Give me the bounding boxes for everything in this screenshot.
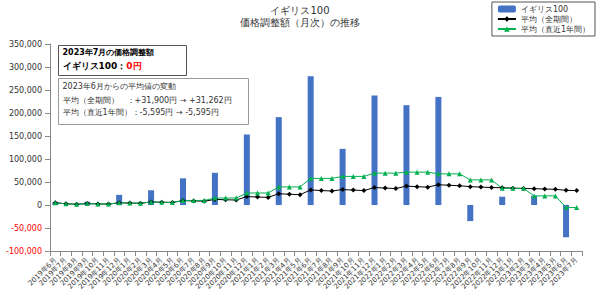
svg-text:2022年8月: 2022年8月 [431,256,463,288]
svg-text:2022年5月: 2022年5月 [399,256,431,288]
svg-text:2022年9月: 2022年9月 [441,256,474,288]
svg-text:2021年8月: 2021年8月 [303,256,335,288]
svg-text:2022年6月: 2022年6月 [409,256,442,288]
svg-text:2021年12月: 2021年12月 [342,256,378,291]
svg-text:2023年3月: 2023年3月 [505,256,537,288]
svg-text:2020年7月: 2020年7月 [165,256,197,288]
svg-text:2020年6月: 2020年6月 [154,256,186,288]
svg-text:2020年4月: 2020年4月 [133,256,165,288]
svg-text:2022年7月: 2022年7月 [420,256,452,288]
svg-text:-50,000: -50,000 [11,224,42,233]
svg-text:2020年3月: 2020年3月 [122,256,154,288]
svg-text:50,000: 50,000 [14,178,42,187]
svg-text:2019年9月: 2019年9月 [58,256,91,288]
svg-text:2022年10月: 2022年10月 [449,256,484,291]
svg-text:2022年12月: 2022年12月 [470,256,505,291]
svg-text:2021年6月: 2021年6月 [282,256,314,288]
svg-text:2020年8月: 2020年8月 [175,256,208,288]
svg-text:2021年4月: 2021年4月 [261,256,293,288]
svg-text:2023年4月: 2023年4月 [516,256,548,288]
svg-text:2020年12月: 2020年12月 [215,256,250,291]
svg-text:2023年7月の価格調整額: 2023年7月の価格調整額 [63,48,155,57]
svg-text:イギリス100: イギリス100 [521,5,568,14]
svg-text:2020年1月: 2020年1月 [101,256,133,288]
svg-text:2020年11月: 2020年11月 [204,256,239,291]
svg-text:2019年7月: 2019年7月 [37,256,69,288]
svg-text:2022年1月: 2022年1月 [356,256,388,288]
svg-text:2021年10月: 2021年10月 [321,256,357,291]
svg-text:平均（全期間） ：+31,900円 → +31,262円: 平均（全期間） ：+31,900円 → +31,262円 [63,96,232,105]
svg-text:250,000: 250,000 [9,86,42,95]
svg-text:イギリス100：: イギリス100： [63,61,127,71]
svg-text:2021年5月: 2021年5月 [271,256,303,288]
svg-text:2022年2月: 2022年2月 [367,256,399,288]
svg-text:平均（全期間）: 平均（全期間） [521,15,577,24]
svg-text:2023年7月: 2023年7月 [548,256,579,287]
svg-text:2021年1月: 2021年1月 [229,256,261,288]
svg-text:2023年1月: 2023年1月 [484,256,516,288]
svg-text:300,000: 300,000 [9,63,42,72]
svg-text:2022年4月: 2022年4月 [388,256,420,288]
svg-text:2023年5月: 2023年5月 [527,256,559,288]
svg-text:2019年12月: 2019年12月 [87,256,122,291]
svg-text:2021年11月: 2021年11月 [332,256,367,291]
svg-text:平均（直近1年間）: 平均（直近1年間） [521,25,590,34]
svg-text:2021年9月: 2021年9月 [314,256,346,288]
svg-text:2022年3月: 2022年3月 [378,256,410,288]
svg-text:2023年6月: 2023年6月 [537,256,569,288]
svg-text:2021年3月: 2021年3月 [250,256,282,288]
svg-text:2020年10月: 2020年10月 [194,256,229,291]
svg-text:2020年9月: 2020年9月 [186,256,218,288]
svg-text:-100,000: -100,000 [6,247,42,256]
svg-text:2019年8月: 2019年8月 [48,256,80,288]
svg-text:2019年10月: 2019年10月 [66,256,101,291]
svg-text:0: 0 [37,201,42,210]
svg-text:2019年11月: 2019年11月 [76,256,112,291]
svg-text:平均（直近1年間）：-5,595円 → -5,595円: 平均（直近1年間）：-5,595円 → -5,595円 [63,108,219,117]
svg-text:イギリス100: イギリス100 [270,5,329,16]
svg-text:2023年6月からの平均値の変動: 2023年6月からの平均値の変動 [63,82,176,91]
svg-text:2021年2月: 2021年2月 [239,256,271,288]
svg-text:0円: 0円 [126,61,141,71]
svg-text:2023年2月: 2023年2月 [495,256,527,288]
svg-text:100,000: 100,000 [9,155,42,164]
svg-text:2020年5月: 2020年5月 [143,256,176,288]
svg-text:2019年6月: 2019年6月 [26,256,59,288]
svg-text:2022年11月: 2022年11月 [460,256,495,291]
svg-text:350,000: 350,000 [9,40,42,49]
svg-text:150,000: 150,000 [9,132,42,141]
svg-text:価格調整額（月次）の推移: 価格調整額（月次）の推移 [240,17,360,28]
svg-text:2021年7月: 2021年7月 [292,256,325,288]
svg-text:2020年2月: 2020年2月 [112,256,144,288]
svg-text:200,000: 200,000 [9,109,42,118]
